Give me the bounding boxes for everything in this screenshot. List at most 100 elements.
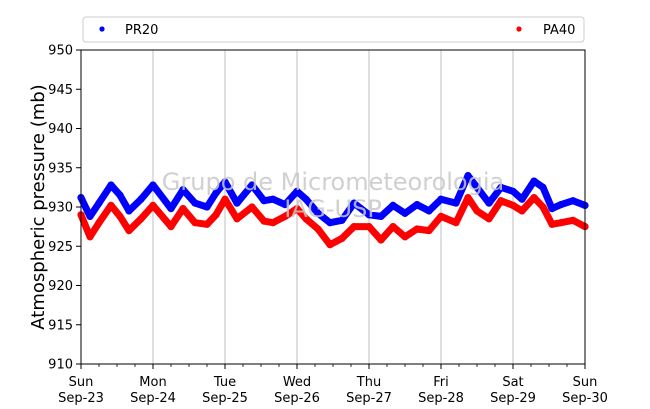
series-layer (77, 172, 589, 249)
x-tick-day: Thu (356, 375, 381, 390)
x-tick-day: Mon (139, 375, 166, 390)
data-point-pa40 (413, 225, 421, 233)
data-point-pa40 (509, 201, 517, 209)
data-point-pr20 (485, 199, 493, 207)
data-point-pa40 (464, 194, 472, 202)
x-tick-date: Sep-27 (346, 391, 392, 406)
data-point-pr20 (326, 219, 334, 227)
data-point-pr20 (464, 172, 472, 180)
data-point-pr20 (86, 212, 94, 220)
data-point-pa40 (539, 203, 547, 211)
data-point-pr20 (191, 199, 199, 207)
data-point-pr20 (116, 191, 124, 199)
legend-label-pr20: PR20 (125, 23, 158, 38)
legend-marker-pr20 (99, 26, 105, 32)
data-point-pr20 (377, 212, 385, 220)
data-point-pa40 (221, 195, 229, 203)
data-point-pr20 (473, 183, 481, 191)
data-point-pr20 (557, 201, 565, 209)
data-point-pa40 (95, 219, 103, 227)
data-point-pr20 (167, 205, 175, 213)
data-point-pa40 (530, 194, 538, 202)
data-point-pr20 (107, 181, 115, 189)
x-tick-day: Sun (573, 375, 598, 390)
x-tick-date: Sep-25 (202, 391, 248, 406)
y-tick-label: 945 (48, 83, 73, 98)
data-point-pr20 (179, 186, 187, 194)
data-point-pa40 (485, 215, 493, 223)
data-point-pr20 (548, 205, 556, 213)
data-point-pr20 (221, 178, 229, 186)
data-point-pr20 (137, 195, 145, 203)
data-point-pr20 (569, 197, 577, 205)
data-point-pa40 (452, 219, 460, 227)
x-tick-date: Sep-30 (562, 391, 608, 406)
y-axis-label: Atmospheric pressure (mb) (28, 84, 49, 329)
data-point-pr20 (413, 201, 421, 209)
data-point-pa40 (350, 223, 358, 231)
data-point-pa40 (281, 212, 289, 220)
y-axis: 910 915 920 925 930 935 940 945 950 (48, 44, 81, 373)
data-point-pa40 (137, 215, 145, 223)
x-tick-date: Sep-29 (490, 391, 536, 406)
data-point-pr20 (509, 187, 517, 195)
data-point-pa40 (149, 201, 157, 209)
data-point-pr20 (95, 199, 103, 207)
data-point-pa40 (497, 197, 505, 205)
x-tick-date: Sep-24 (130, 391, 176, 406)
x-tick-date: Sep-28 (418, 391, 464, 406)
data-point-pa40 (260, 217, 268, 225)
data-point-pr20 (269, 195, 277, 203)
data-point-pa40 (191, 219, 199, 227)
legend-frame (82, 16, 585, 43)
x-tick-day: Wed (283, 375, 311, 390)
data-point-pa40 (212, 211, 220, 219)
legend-label-pa40: PA40 (543, 23, 575, 38)
data-point-pa40 (167, 223, 175, 231)
data-point-pr20 (302, 195, 310, 203)
y-tick-label: 915 (48, 318, 73, 333)
data-point-pa40 (518, 207, 526, 215)
watermark: Grupo de Micrometeorologia IAG-USP (162, 168, 504, 223)
data-point-pr20 (248, 181, 256, 189)
data-point-pa40 (473, 207, 481, 215)
data-point-pr20 (365, 211, 373, 219)
data-point-pr20 (539, 183, 547, 191)
data-point-pa40 (377, 236, 385, 244)
y-tick-label: 930 (48, 201, 73, 216)
data-point-pr20 (350, 199, 358, 207)
data-point-pr20 (401, 209, 409, 217)
data-point-pa40 (233, 215, 241, 223)
data-point-pa40 (365, 223, 373, 231)
y-tick-label: 950 (48, 44, 73, 59)
data-point-pa40 (425, 227, 433, 235)
y-tick-label: 940 (48, 122, 73, 137)
watermark-line-2: IAG-USP (284, 195, 382, 223)
data-point-pr20 (530, 177, 538, 185)
data-point-pr20 (203, 203, 211, 211)
x-tick-day: Fri (433, 375, 449, 390)
data-point-pa40 (116, 212, 124, 220)
data-point-pr20 (497, 183, 505, 191)
legend: PR20 PA40 (82, 16, 585, 43)
data-point-pa40 (248, 203, 256, 211)
data-point-pa40 (125, 227, 133, 235)
data-point-pa40 (302, 215, 310, 223)
y-tick-label: 910 (48, 358, 73, 373)
data-point-pr20 (338, 216, 346, 224)
data-point-pa40 (548, 220, 556, 228)
data-point-pr20 (281, 201, 289, 209)
data-point-pa40 (86, 233, 94, 241)
data-point-pr20 (437, 195, 445, 203)
data-point-pa40 (293, 205, 301, 213)
data-point-pr20 (233, 199, 241, 207)
data-point-pr20 (149, 181, 157, 189)
x-tick-day: Sun (69, 375, 94, 390)
data-point-pa40 (107, 201, 115, 209)
data-point-pr20 (452, 199, 460, 207)
x-tick-date: Sep-23 (58, 391, 104, 406)
data-point-pr20 (125, 207, 133, 215)
data-point-pr20 (389, 201, 397, 209)
data-point-pr20 (425, 207, 433, 215)
